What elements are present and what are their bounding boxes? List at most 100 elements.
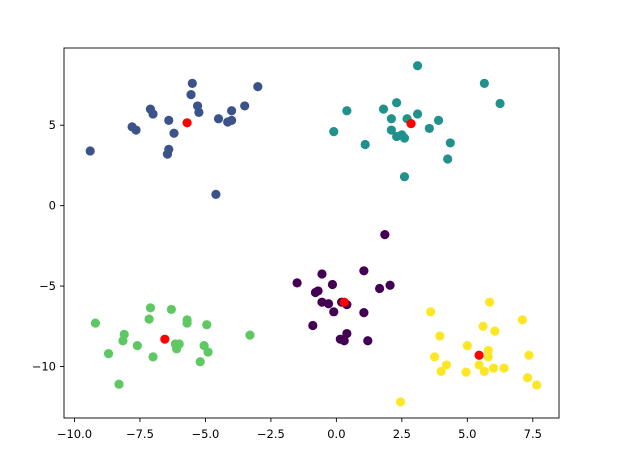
x-axis: −10.0 −7.5 −5.0 −2.5 0.0 2.5 5.0 7.5 <box>57 418 542 441</box>
x-tick-label: 0.0 <box>327 427 345 441</box>
cluster-5-point-6 <box>441 360 451 370</box>
cluster-2-point-16 <box>433 115 444 125</box>
cluster-3-point-7 <box>323 299 334 309</box>
cluster-5-point-17 <box>499 363 509 373</box>
cluster-1-point-8 <box>162 149 173 159</box>
plot-area <box>64 48 559 418</box>
cluster-4-point-18 <box>202 320 212 330</box>
cluster-2-point-6 <box>386 125 396 135</box>
cluster-2-point-5 <box>386 114 396 124</box>
cluster-4-point-16 <box>195 357 205 367</box>
y-axis: −10 −5 0 5 <box>32 118 64 374</box>
cluster-1-point-14 <box>211 189 221 199</box>
cluster-1-point-18 <box>227 106 237 116</box>
y-tick-label: 5 <box>49 118 56 132</box>
cluster-2-point-20 <box>495 98 505 109</box>
cluster-4-point-1 <box>90 318 101 328</box>
cluster-1-point-1 <box>85 146 95 156</box>
cluster-3-point-1 <box>292 278 302 288</box>
cluster-5-point-5 <box>436 366 446 376</box>
cluster-5-point-19 <box>522 373 533 383</box>
x-tick-label: −5.0 <box>191 427 219 441</box>
x-tick-label: 5.0 <box>458 427 476 441</box>
centroid-point-3 <box>339 297 349 307</box>
cluster-1-point-5 <box>148 109 158 119</box>
centroid-point-4 <box>160 334 170 344</box>
cluster-2-point-13 <box>412 109 423 119</box>
cluster-2-point-2 <box>342 106 352 116</box>
cluster-1-point-15 <box>213 114 224 124</box>
cluster-2-point-4 <box>378 104 389 114</box>
cluster-3-point-4 <box>313 286 323 296</box>
cluster-3-point-19 <box>385 280 395 290</box>
cluster-3-point-8 <box>327 279 338 290</box>
cluster-5-point-14 <box>484 297 495 307</box>
cluster-5-point-13 <box>483 352 493 362</box>
cluster-3-point-18 <box>380 230 390 240</box>
cluster-1-point-3 <box>131 125 141 135</box>
cluster-2-point-11 <box>399 172 410 182</box>
cluster-4-point-15 <box>182 318 192 328</box>
cluster-2-point-15 <box>424 123 434 134</box>
cluster-5-point-7 <box>461 367 471 377</box>
x-tick-label: 2.5 <box>393 427 411 441</box>
centroid-point-5 <box>474 350 484 360</box>
cluster-3-point-2 <box>308 320 318 331</box>
x-tick-label: −2.5 <box>257 427 285 441</box>
cluster-4-point-5 <box>118 336 128 346</box>
cluster-5-point-1 <box>395 397 406 407</box>
cluster-1-point-13 <box>194 107 204 117</box>
cluster-1-point-19 <box>240 101 250 111</box>
cluster-2-point-7 <box>392 98 402 108</box>
cluster-5-point-15 <box>488 363 499 373</box>
cluster-5-point-18 <box>517 315 527 325</box>
cluster-4-point-13 <box>172 344 182 354</box>
cluster-4-point-19 <box>203 347 213 357</box>
cluster-2-point-17 <box>443 154 453 164</box>
cluster-5-point-11 <box>479 366 489 376</box>
plot-frame <box>63 47 560 419</box>
cluster-5-point-20 <box>524 350 534 360</box>
cluster-4-point-8 <box>144 314 154 324</box>
cluster-4-point-7 <box>145 303 156 313</box>
x-tick-label: −10.0 <box>57 427 92 441</box>
cluster-4-point-10 <box>166 304 176 315</box>
cluster-1-point-6 <box>164 115 174 125</box>
cluster-5-point-10 <box>478 321 488 331</box>
cluster-4-point-3 <box>114 379 124 389</box>
cluster-3-point-14 <box>359 266 369 276</box>
x-tick-label: 7.5 <box>524 427 542 441</box>
y-tick-label: −5 <box>39 279 56 293</box>
cluster-1-point-10 <box>187 78 197 88</box>
cluster-1-point-11 <box>186 90 196 100</box>
cluster-5-point-16 <box>490 326 500 336</box>
cluster-5-point-3 <box>429 352 440 362</box>
centroid-point-1 <box>182 118 192 128</box>
cluster-4-point-9 <box>148 352 158 362</box>
cluster-5-point-2 <box>426 307 436 317</box>
cluster-5-point-9 <box>474 360 484 370</box>
data-points <box>85 61 542 407</box>
x-tick-label: −7.5 <box>126 427 154 441</box>
centroid-points <box>160 118 484 360</box>
cluster-3-point-15 <box>359 308 369 318</box>
cluster-3-point-5 <box>317 269 327 279</box>
cluster-2-point-1 <box>329 127 339 137</box>
cluster-5-point-8 <box>462 341 472 351</box>
cluster-2-point-14 <box>412 61 423 71</box>
y-tick-label: −10 <box>32 360 56 374</box>
cluster-1-point-9 <box>169 128 179 138</box>
cluster-3-point-12 <box>342 328 352 339</box>
cluster-2-point-19 <box>479 78 489 88</box>
cluster-1-point-20 <box>253 82 263 92</box>
cluster-3-point-11 <box>339 336 349 346</box>
cluster-5-point-12 <box>483 345 493 356</box>
cluster-3-point-16 <box>363 336 373 346</box>
centroid-point-2 <box>406 119 416 129</box>
cluster-2-point-10 <box>399 133 410 143</box>
cluster-3-point-17 <box>374 283 385 294</box>
cluster-5-point-4 <box>435 331 445 341</box>
cluster-1-point-17 <box>227 115 237 125</box>
y-tick-label: 0 <box>49 199 56 213</box>
